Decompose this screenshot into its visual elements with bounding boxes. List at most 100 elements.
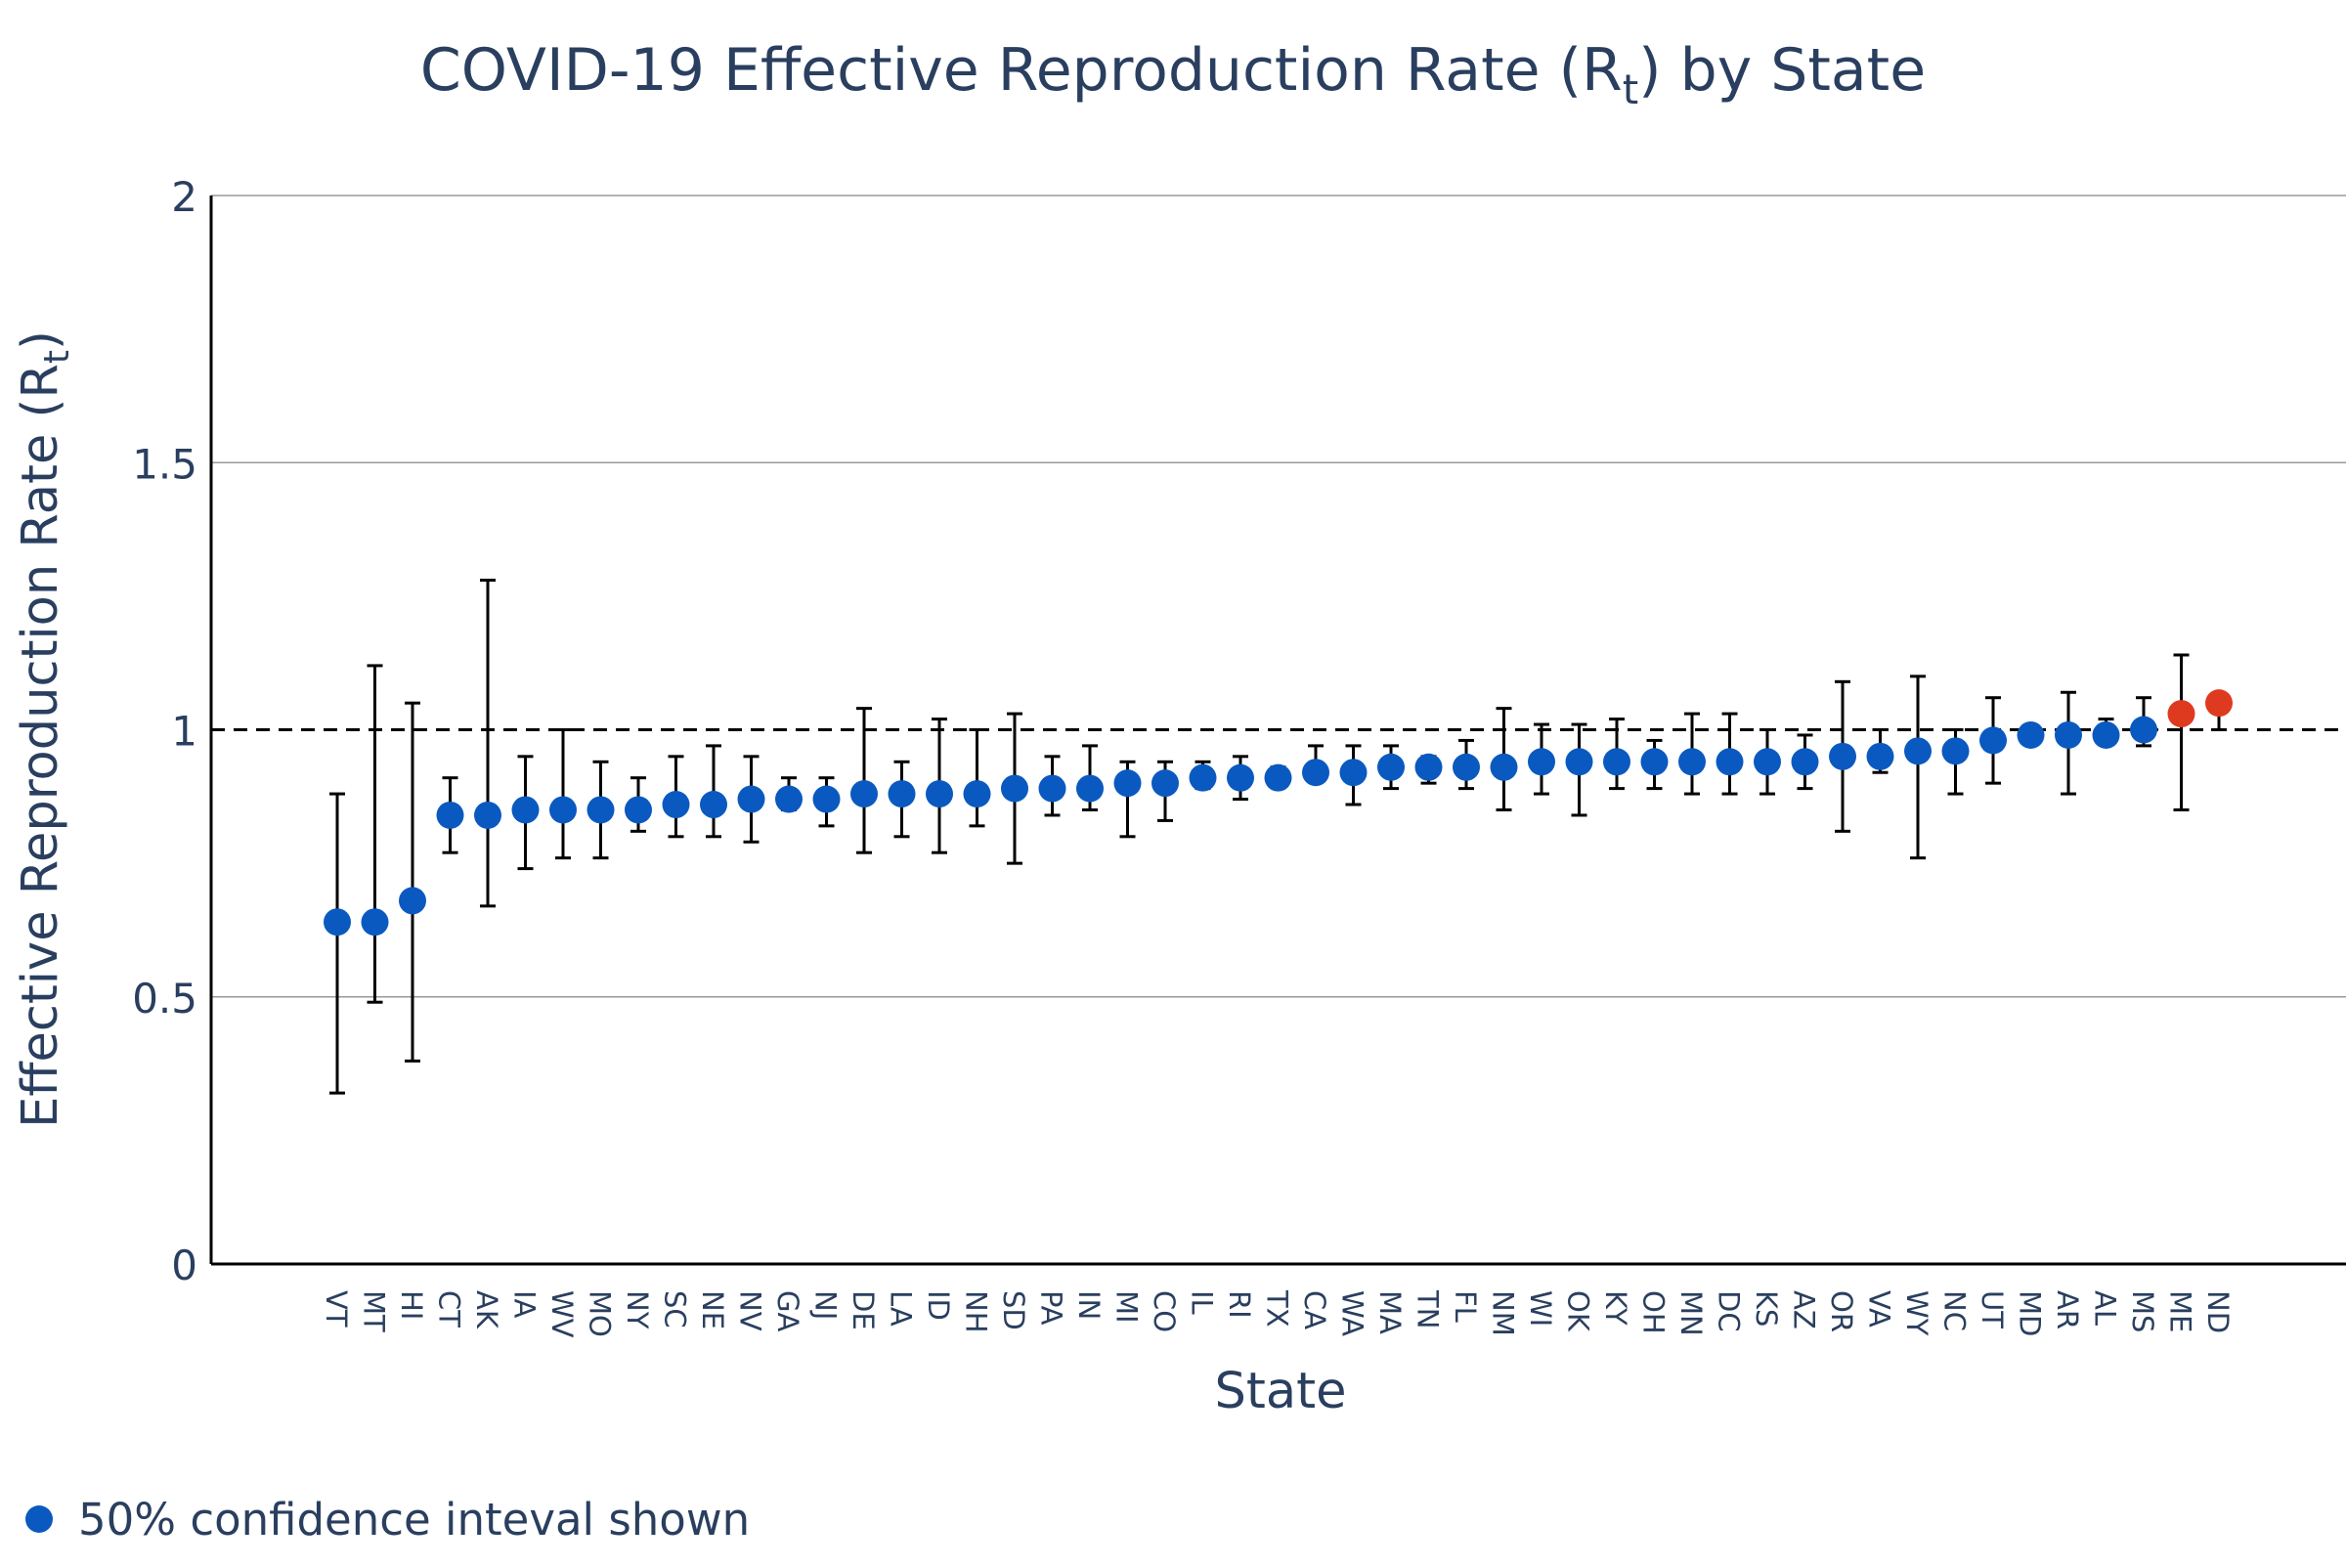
x-tick-label: AZ <box>1788 1290 1821 1329</box>
data-point <box>361 908 389 936</box>
data-point <box>1302 759 1329 787</box>
x-tick-labels: VT MT HI CT AK IA WV MO NY SC NE NV GA NJ DE LA ID NH SD PA… <box>320 1289 2235 1338</box>
x-tick-label: NM <box>1487 1290 1520 1336</box>
x-tick-label: CA <box>1298 1290 1331 1329</box>
data-point <box>2055 720 2082 749</box>
x-tick-label: KY <box>1599 1290 1632 1326</box>
x-tick-label: NH <box>960 1290 993 1333</box>
data-point <box>1565 748 1593 776</box>
x-tick-label: KS <box>1750 1290 1783 1327</box>
data-point <box>1264 763 1292 792</box>
data-point <box>1076 774 1104 803</box>
data-point <box>1414 753 1443 781</box>
x-tick-label: LA <box>885 1290 918 1327</box>
data-point <box>1829 742 1856 770</box>
data-point <box>662 791 690 819</box>
x-tick-label: HI <box>395 1290 428 1320</box>
error-bar <box>1910 675 1926 860</box>
data-point <box>812 785 841 813</box>
chart-title-end: ) by State <box>1638 36 1926 105</box>
data-point <box>1754 748 1781 776</box>
y-tick-label: 0.5 <box>132 975 197 1023</box>
x-tick-label: DC <box>1713 1290 1746 1332</box>
data-point <box>1038 774 1066 803</box>
data-point <box>1866 742 1894 770</box>
x-tick-label: OH <box>1637 1290 1671 1334</box>
data-point <box>324 908 351 936</box>
x-tick-label: MT <box>358 1290 391 1332</box>
x-tick-label: PA <box>1035 1290 1068 1326</box>
data-point <box>1528 748 1555 776</box>
y-axis-label-end: ) <box>12 330 69 350</box>
error-bar <box>367 664 383 1004</box>
data-point <box>888 780 916 808</box>
data-point <box>2017 720 2045 749</box>
data-point <box>625 796 652 824</box>
error-bar <box>555 728 571 860</box>
y-tick-label: 1 <box>171 708 197 756</box>
data-point <box>436 801 464 829</box>
data-point <box>1227 763 1254 792</box>
data-point <box>775 785 803 813</box>
data-point <box>549 796 577 824</box>
x-axis-label: State <box>1215 1363 1347 1420</box>
x-tick-label: MN <box>1674 1290 1708 1336</box>
x-tick-label: MA <box>1373 1290 1407 1334</box>
data-point <box>1716 748 1744 776</box>
data-point <box>926 780 953 808</box>
x-tick-label: IA <box>508 1290 542 1319</box>
x-tick-label: AK <box>470 1290 503 1329</box>
y-axis-label-subscript: t <box>37 350 77 364</box>
error-bar <box>2173 653 2190 811</box>
x-tick-label: WA <box>1336 1290 1369 1336</box>
data-point <box>1001 774 1028 803</box>
x-tick-label: ND <box>2201 1290 2235 1333</box>
x-tick-label: CT <box>433 1290 466 1328</box>
y-axis-label: Effective Reproduction Rate (Rt) <box>12 330 77 1128</box>
x-tick-label: VA <box>1863 1290 1896 1328</box>
x-tick-label: RI <box>1223 1290 1256 1319</box>
x-tick-label: NY <box>621 1290 654 1329</box>
x-tick-label: WI <box>1524 1290 1557 1327</box>
legend: 50% confidence inteval shown <box>25 1494 750 1546</box>
data-point <box>737 785 765 813</box>
legend-label: 50% confidence inteval shown <box>78 1494 750 1546</box>
data-point <box>1113 769 1142 798</box>
data-point <box>511 796 540 824</box>
x-tick-label: MO <box>584 1290 617 1337</box>
error-bar <box>329 792 345 1095</box>
data-point <box>2205 689 2233 718</box>
x-tick-label: IN <box>1072 1290 1106 1320</box>
x-tick-label: MS <box>2126 1290 2159 1332</box>
grid-layer <box>211 195 2346 998</box>
legend-marker <box>25 1505 53 1533</box>
y-tick-label: 1.5 <box>132 440 197 488</box>
x-tick-label: NC <box>1938 1290 1972 1331</box>
data-point <box>474 801 501 829</box>
x-tick-label: GA <box>771 1290 804 1331</box>
x-tick-label: CO <box>1148 1290 1181 1332</box>
data-point <box>1151 769 1179 798</box>
data-point <box>399 887 426 915</box>
chart-title: COVID-19 Effective Reproduction Rate (Rt… <box>420 36 1926 113</box>
x-tick-label: FL <box>1449 1290 1482 1323</box>
x-tick-label: WY <box>1900 1290 1933 1336</box>
x-tick-label: AL <box>2089 1290 2122 1326</box>
x-tick-label: TN <box>1412 1289 1445 1328</box>
data-point <box>1640 748 1669 776</box>
x-tick-label: IL <box>1186 1290 1219 1315</box>
axis-layer <box>209 196 2346 1266</box>
data-point <box>586 796 615 824</box>
data-point <box>963 780 991 808</box>
y-tick-label: 2 <box>171 173 197 221</box>
data-point <box>1189 763 1217 792</box>
x-tick-label: MI <box>1110 1290 1144 1324</box>
data-point <box>2130 716 2157 744</box>
data-point <box>2167 700 2195 728</box>
points-layer <box>324 689 2233 936</box>
error-bar <box>405 701 420 1063</box>
error-bars-layer <box>329 578 2227 1095</box>
x-tick-label: NJ <box>809 1290 843 1320</box>
